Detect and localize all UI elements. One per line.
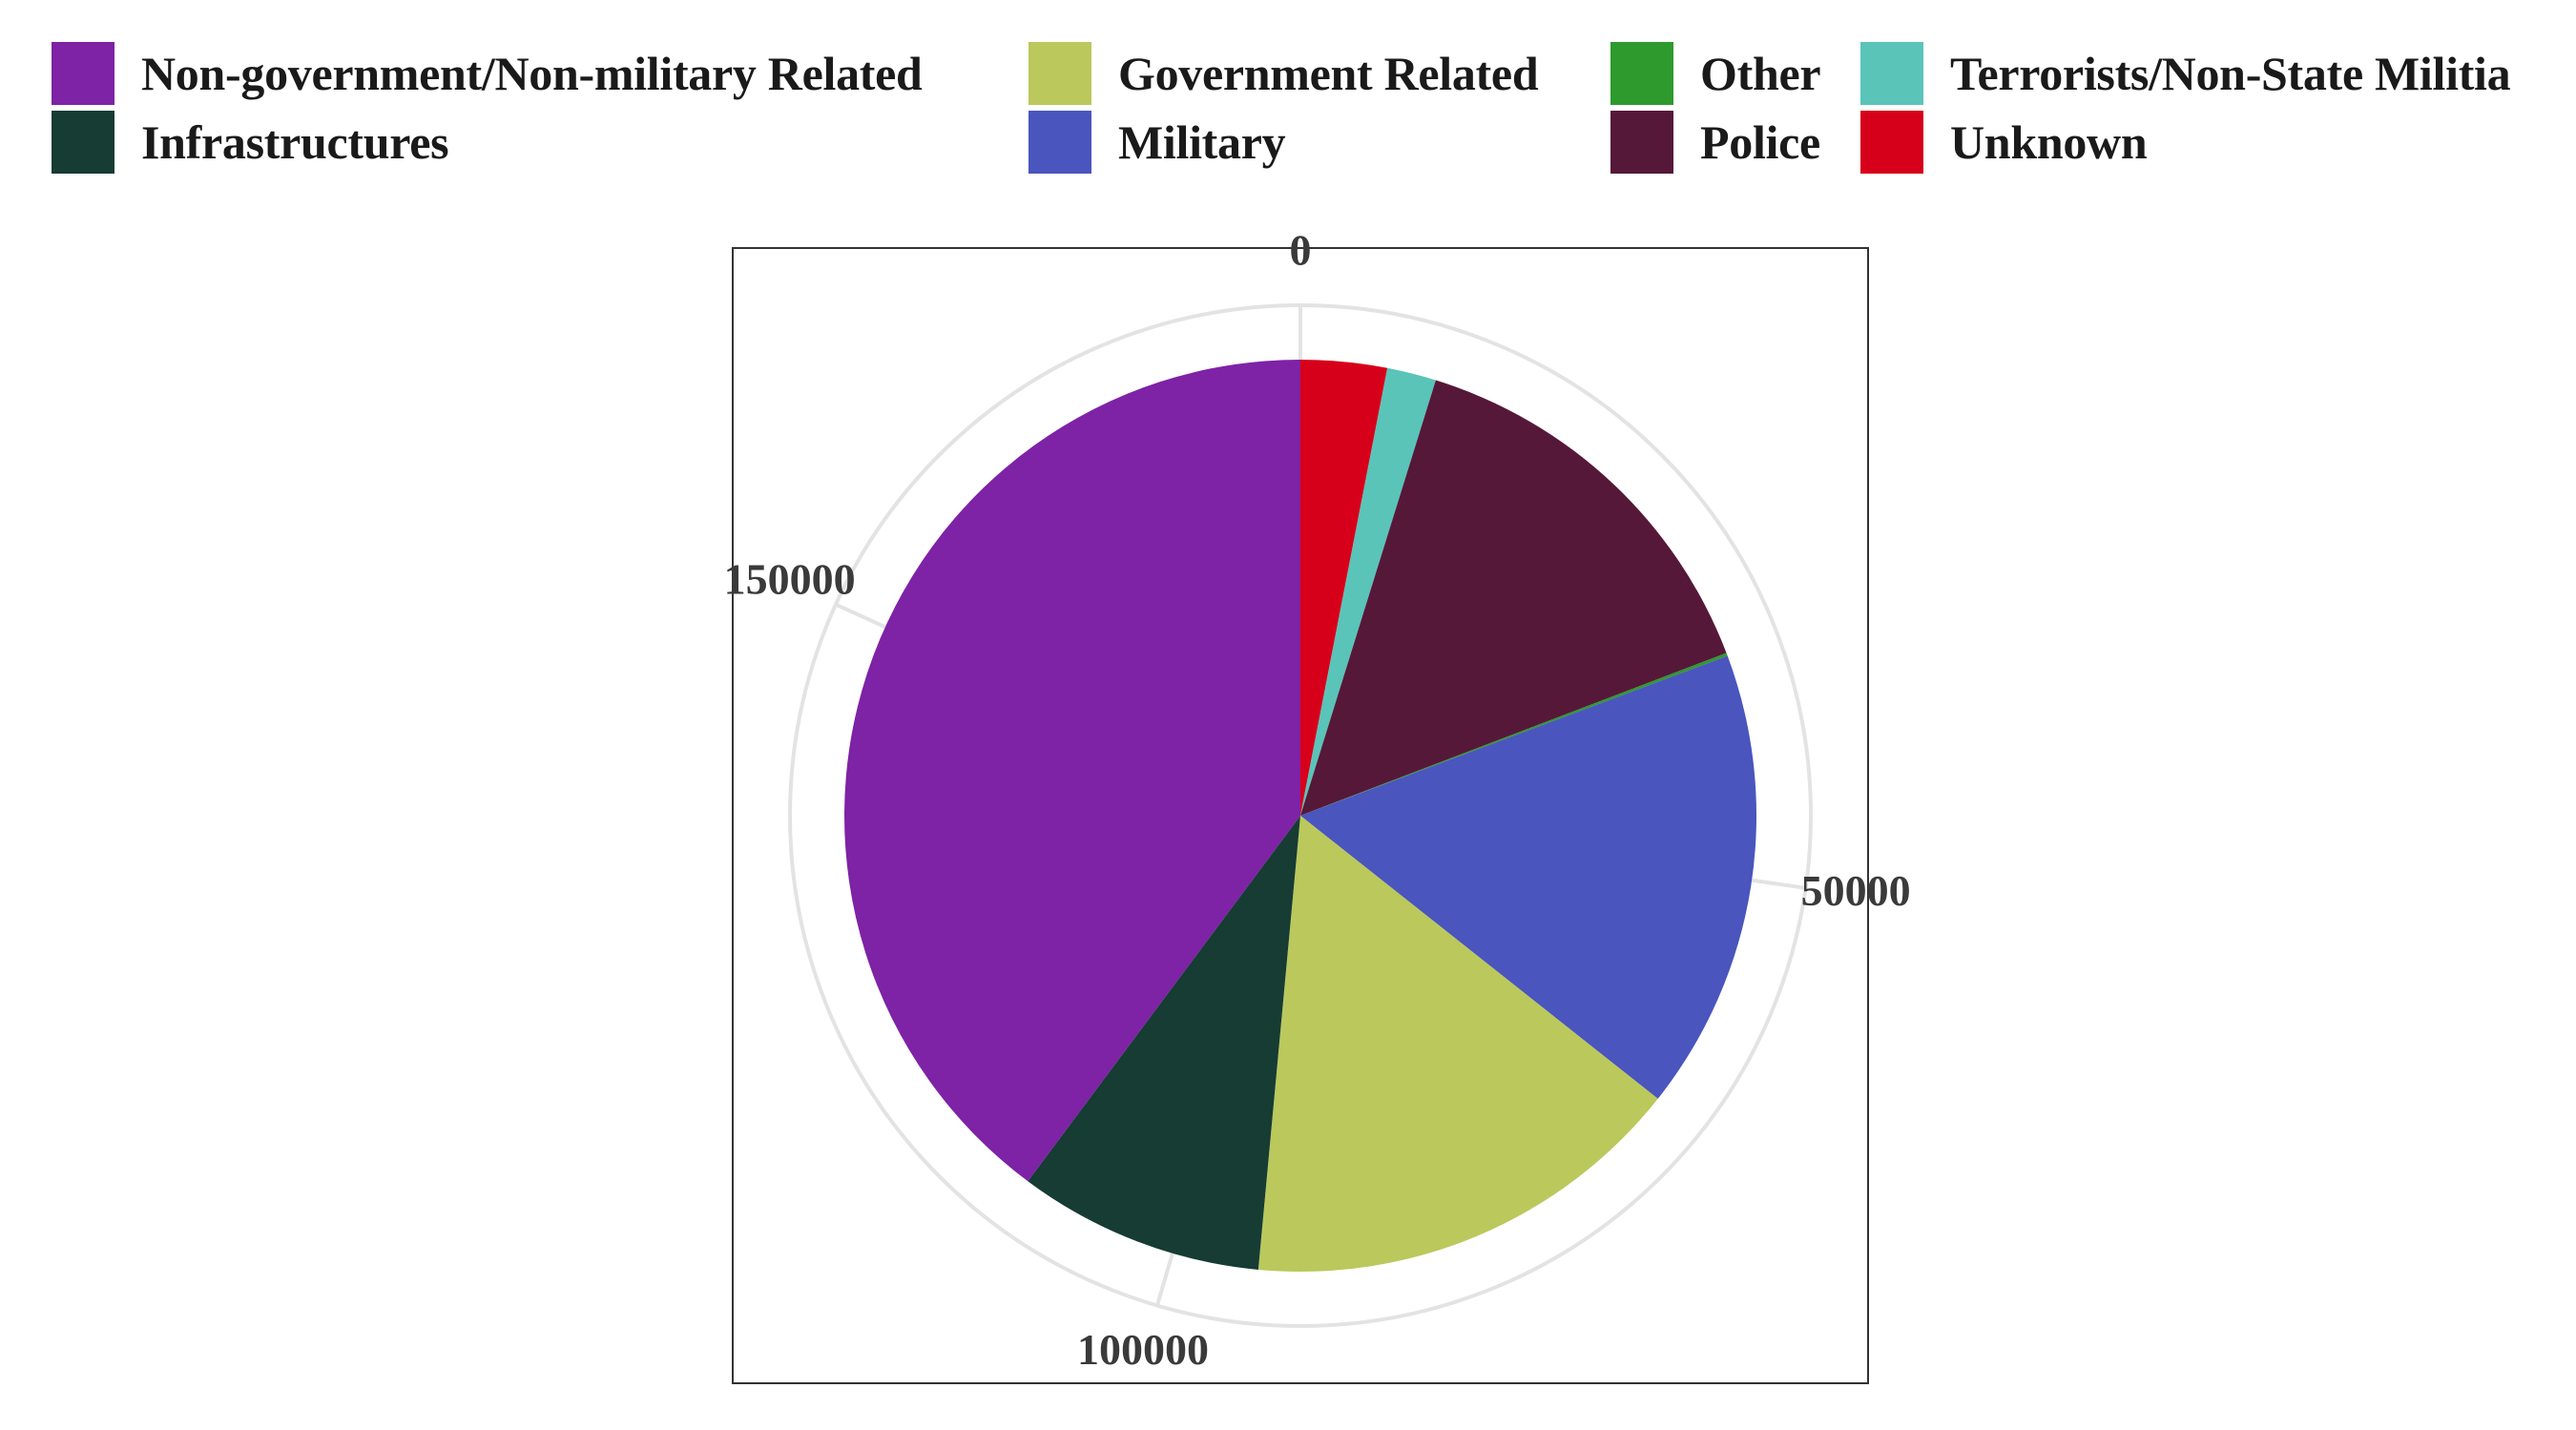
slice-other <box>1300 653 1728 816</box>
legend-item-non-government-non-military-related: Non-government/Non-military Related <box>52 42 923 105</box>
slice-infrastructures <box>1028 816 1300 1270</box>
legend-swatch <box>1610 42 1673 105</box>
legend-label: Other <box>1700 47 1821 100</box>
slice-unknown <box>1300 360 1388 816</box>
legend-swatch <box>1028 111 1091 174</box>
slice-police <box>1300 380 1727 816</box>
tick-label-50000: 50000 <box>1801 866 1911 915</box>
grid-line-100000 <box>1154 1253 1174 1307</box>
legend-item-terrorists-non-state-militia: Terrorists/Non-State Militia <box>1860 42 2511 105</box>
theta-tick-labels: 0 50000 100000 150000 <box>724 226 1911 1374</box>
legend-swatch <box>52 111 114 174</box>
slice-terrorists-non-state-militia <box>1300 367 1436 816</box>
legend-swatch <box>1610 111 1673 174</box>
tick-label-0: 0 <box>1290 226 1312 275</box>
legend-swatch <box>1860 111 1923 174</box>
tick-label-150000: 150000 <box>724 554 856 603</box>
legend-item-other: Other <box>1610 42 1821 105</box>
legend-item-military: Military <box>1028 111 1286 174</box>
theta-grid-lines <box>835 305 1806 1307</box>
grid-line-150000 <box>835 602 886 630</box>
legend-label: Infrastructures <box>141 115 449 169</box>
legend-swatch <box>1860 42 1923 105</box>
legend-label: Unknown <box>1950 115 2148 169</box>
legend-item-police: Police <box>1610 111 1820 174</box>
pie-slices <box>844 360 1756 1272</box>
legend-label: Police <box>1700 115 1820 169</box>
tick-label-100000: 100000 <box>1077 1325 1209 1374</box>
legend-swatch <box>1028 42 1091 105</box>
slice-military <box>1300 655 1756 1099</box>
slice-government-related <box>1257 816 1658 1272</box>
legend-label: Government Related <box>1118 47 1539 100</box>
legend-item-government-related: Government Related <box>1028 42 1539 105</box>
chart-legend: Non-government/Non-military Related Gover… <box>52 42 2570 185</box>
legend-swatch <box>52 42 114 105</box>
legend-label: Military <box>1118 115 1286 169</box>
slice-non-government-non-military-related <box>844 360 1300 1182</box>
legend-item-unknown: Unknown <box>1860 111 2148 174</box>
grid-line-50000 <box>1751 878 1806 890</box>
legend-label: Terrorists/Non-State Militia <box>1950 47 2511 100</box>
panel-border <box>732 247 1869 1384</box>
legend-item-infrastructures: Infrastructures <box>52 111 449 174</box>
legend-label: Non-government/Non-military Related <box>141 47 923 100</box>
